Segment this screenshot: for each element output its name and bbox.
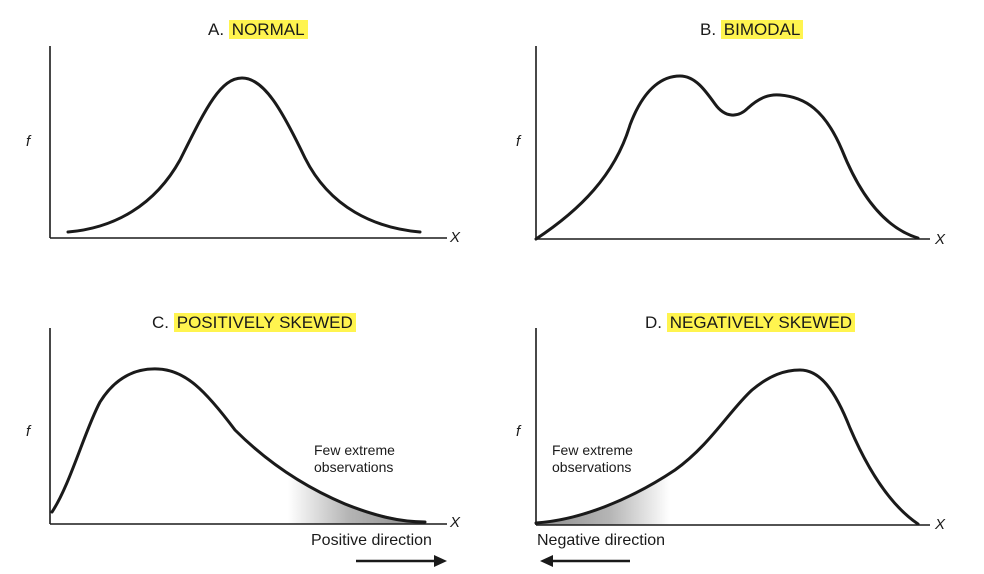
panel-title: B. BIMODAL [700,20,804,40]
panel-positively-skewed: C. POSITIVELY SKEWED f X Few extreme obs… [0,290,470,570]
x-axis-label: X [935,516,946,533]
direction-label: Positive direction [311,532,432,549]
y-axis-label: f [26,133,31,150]
panel-name-highlight: POSITIVELY SKEWED [173,313,356,332]
panel-letter: A. [208,20,225,39]
x-axis-label: X [450,229,461,246]
panel-title: C. POSITIVELY SKEWED [152,313,356,333]
panel-name-highlight: NORMAL [228,20,308,39]
panel-title: A. NORMAL [208,20,308,40]
normal-plot [49,46,447,239]
panel-letter: D. [645,313,662,332]
panel-name-highlight: NEGATIVELY SKEWED [666,313,856,332]
x-axis-label: X [450,514,461,531]
panel-name-highlight: BIMODAL [720,20,804,39]
extreme-observations-note: Few extreme observations [314,442,395,476]
y-axis-label: f [516,133,521,150]
negatively-skewed-curve [534,368,920,526]
positively-skewed-curve [50,367,427,524]
bimodal-curve [534,74,920,241]
negatively-skewed-plot [534,328,930,526]
panel-letter: C. [152,313,169,332]
extreme-tail-shading [536,475,670,525]
direction-arrow [540,555,630,567]
panel-bimodal: B. BIMODAL f X [490,0,960,280]
x-axis-label: X [935,231,946,248]
arrow-left-icon [540,555,553,567]
direction-label: Negative direction [537,532,666,549]
extreme-observations-note: Few extreme observations [552,442,633,476]
panel-normal: A. NORMAL f X [0,0,470,280]
note-line: Few extreme [552,442,633,458]
y-axis-label: f [26,423,31,440]
panel-title: D. NEGATIVELY SKEWED [645,313,856,333]
arrow-right-icon [434,555,447,567]
note-line: observations [552,459,632,475]
positively-skewed-plot [49,328,447,525]
note-line: observations [314,459,394,475]
bimodal-plot [534,46,930,241]
panel-negatively-skewed: D. NEGATIVELY SKEWED f X Few extreme obs… [490,290,960,570]
extreme-tail-shading [288,473,422,524]
y-axis-label: f [516,423,521,440]
normal-curve [66,76,422,234]
note-line: Few extreme [314,442,395,458]
panel-letter: B. [700,20,717,39]
direction-arrow [356,555,447,567]
